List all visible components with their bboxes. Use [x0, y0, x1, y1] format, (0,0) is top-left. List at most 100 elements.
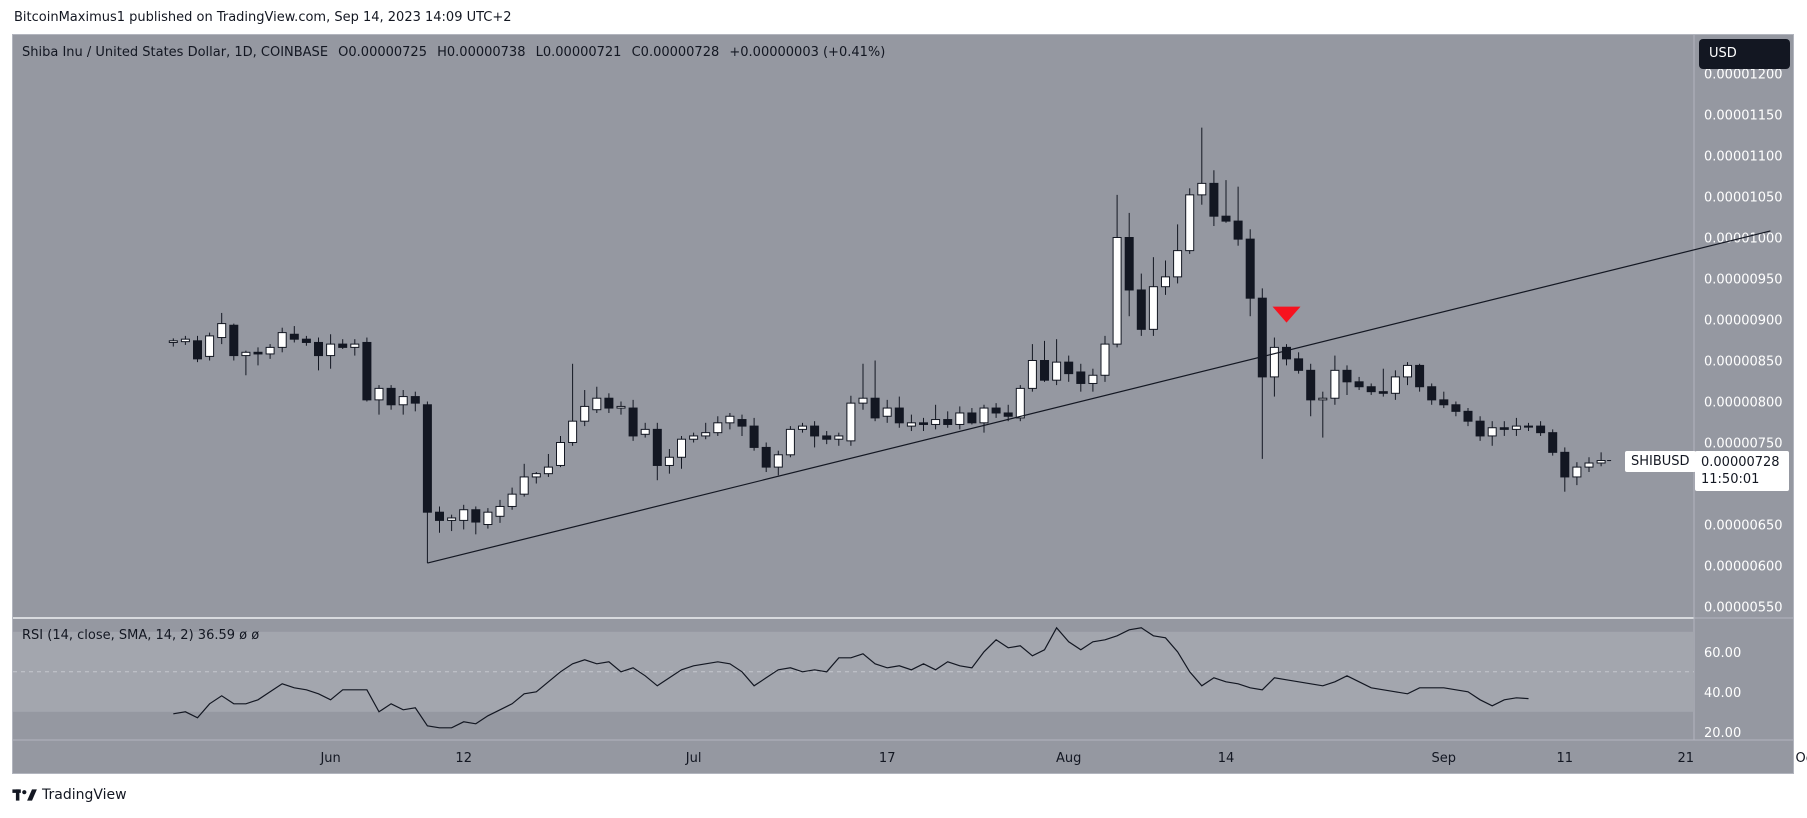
price-tick-label: 0.00000750: [1704, 437, 1783, 452]
candle-body: [640, 428, 650, 435]
candle-body: [677, 438, 686, 458]
last-price-label: 0.00000728 11:50:01: [1695, 451, 1789, 491]
candle-body: [1463, 410, 1473, 422]
candle-body: [1185, 194, 1195, 252]
candle-body: [1596, 460, 1606, 464]
candle-body: [1015, 387, 1025, 419]
candle-body: [568, 420, 578, 443]
footer-brand[interactable]: TradingView: [12, 787, 127, 803]
candle-body: [543, 466, 553, 475]
candle-body: [931, 419, 941, 425]
ascending-trendline[interactable]: [427, 230, 1771, 564]
candle-body: [277, 332, 287, 348]
candle-body: [531, 473, 541, 478]
candle-body: [1475, 420, 1485, 437]
last-price-value: 0.00000728: [1701, 455, 1780, 470]
candle-body: [1572, 466, 1582, 478]
candle-body: [906, 422, 916, 427]
price-pane-background: [13, 35, 1694, 617]
candle-body: [1354, 381, 1364, 388]
candle-body: [834, 435, 844, 440]
candle-body: [422, 404, 432, 513]
candle-body: [664, 456, 674, 466]
candle-body: [1245, 238, 1255, 299]
candle-body: [1390, 376, 1400, 394]
candle-body: [1257, 297, 1267, 378]
candle-body: [652, 428, 662, 466]
time-tick-label: 21: [1678, 751, 1695, 766]
candle-body: [168, 340, 178, 343]
candle-body: [604, 397, 614, 409]
price-tick-label: 0.00000600: [1704, 560, 1783, 575]
candle-body: [1584, 462, 1594, 468]
candle-body: [1318, 397, 1328, 401]
rsi-tick-label: 60.00: [1704, 646, 1741, 661]
candle-body: [1112, 237, 1122, 345]
candle-body: [1197, 182, 1207, 196]
candle-body: [1306, 369, 1316, 401]
candle-body: [616, 405, 626, 409]
open-key: O: [338, 45, 349, 60]
candle-body: [1027, 360, 1037, 389]
candle-body: [459, 509, 469, 521]
symbol-title: Shiba Inu / United States Dollar, 1D, CO…: [22, 45, 329, 60]
rsi-legend: RSI (14, close, SMA, 14, 2) 36.59 ø ø: [22, 628, 259, 643]
candle-body: [265, 346, 275, 355]
price-tick-label: 0.00000800: [1704, 396, 1783, 411]
candle-body: [1269, 346, 1279, 378]
candle-body: [398, 396, 408, 406]
candle-body: [410, 396, 420, 404]
candle-body: [858, 397, 868, 404]
candle-body: [1173, 250, 1183, 278]
price-tick-label: 0.00001100: [1704, 150, 1783, 165]
candle-body: [773, 454, 783, 468]
candle-body: [701, 432, 711, 437]
time-tick-label: 11: [1557, 751, 1574, 766]
currency-button[interactable]: USD: [1699, 39, 1790, 69]
candle-body: [967, 412, 977, 424]
candle-body: [1427, 386, 1437, 401]
candle-body: [253, 351, 263, 355]
candle-body: [979, 407, 989, 424]
candle-body: [822, 435, 832, 440]
candle-body: [1378, 391, 1388, 394]
candle-body: [519, 476, 529, 495]
candle-body: [1511, 425, 1521, 430]
candle-body: [483, 511, 493, 526]
candle-body: [1487, 427, 1497, 437]
candle-body: [1221, 215, 1231, 222]
candle-body: [350, 343, 360, 348]
price-tick-label: 0.00000650: [1704, 519, 1783, 534]
symbol-price-label: SHIBUSD: [1625, 451, 1696, 472]
candle-body: [1403, 364, 1412, 378]
publisher-caption: BitcoinMaximus1 published on TradingView…: [14, 10, 512, 25]
candle-body: [338, 343, 348, 348]
candle-body: [628, 407, 638, 437]
bearish-arrow-icon: [1272, 306, 1301, 323]
candle-body: [447, 517, 457, 521]
rsi-value: 36.59: [197, 628, 236, 643]
price-tick-label: 0.00001200: [1704, 68, 1783, 83]
candle-body: [1064, 361, 1074, 375]
price-tick-label: 0.00000850: [1704, 355, 1783, 370]
close-key: C: [631, 45, 641, 60]
candle-body: [1136, 289, 1146, 330]
candle-body: [1415, 364, 1425, 388]
candle-body: [1342, 369, 1352, 383]
change-value: +0.00000003 (+0.41%): [729, 45, 886, 60]
candle-body: [217, 323, 227, 339]
rsi-label: RSI (14, close, SMA, 14, 2): [22, 628, 194, 643]
time-tick-label: Sep: [1432, 751, 1457, 766]
candle-body: [362, 341, 372, 401]
candle-body: [229, 324, 239, 357]
candle-body: [1451, 404, 1461, 412]
time-tick-label: Jun: [319, 751, 340, 766]
candle-body: [374, 387, 384, 401]
candle-body: [435, 511, 444, 521]
brand-name: TradingView: [42, 787, 127, 803]
ohlc-legend: Shiba Inu / United States Dollar, 1D, CO…: [22, 45, 885, 60]
candle-body: [943, 419, 953, 425]
candle-body: [1499, 427, 1509, 430]
candle-body: [870, 397, 880, 419]
